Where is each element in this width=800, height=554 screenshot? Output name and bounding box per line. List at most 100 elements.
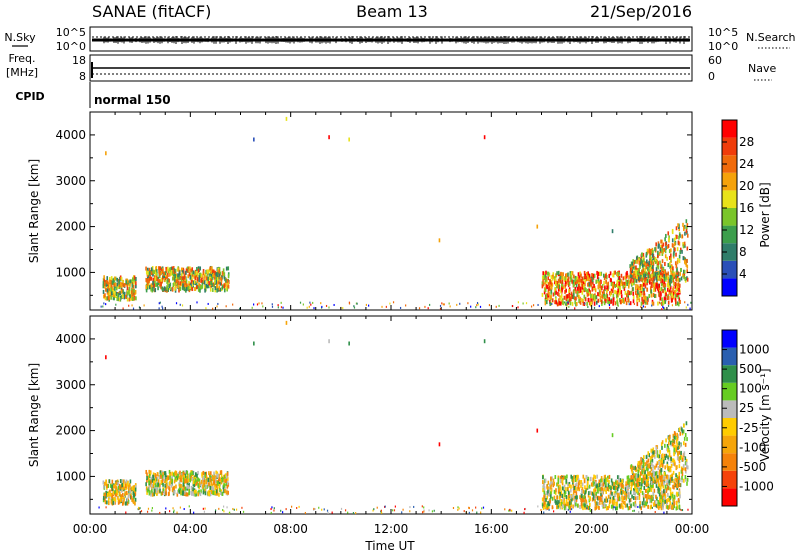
x-tick-label: 00:00 xyxy=(675,522,710,536)
scatter-cell xyxy=(159,472,162,477)
power-colorbar-tick: 4 xyxy=(739,267,747,281)
scatter-cell xyxy=(605,279,607,284)
scatter-cell xyxy=(587,288,589,293)
scatter-cell xyxy=(183,275,186,280)
scatter-cell xyxy=(642,268,645,273)
scatter-cell xyxy=(680,469,683,474)
scatter-cell xyxy=(636,479,638,484)
scatter-cell xyxy=(587,271,589,276)
scatter-cell xyxy=(564,475,567,480)
scatter-cell xyxy=(636,259,638,264)
scatter-cell xyxy=(648,274,651,279)
scatter-cell xyxy=(582,506,584,511)
scatter-cell xyxy=(161,305,163,308)
scatter-cell xyxy=(649,471,652,476)
scatter-cell xyxy=(217,267,219,272)
scatter-cell xyxy=(112,484,114,489)
scatter-cell xyxy=(176,511,178,514)
scatter-cell xyxy=(576,276,579,281)
scatter-cell xyxy=(680,450,682,455)
scatter-cell xyxy=(118,499,121,504)
scatter-cell xyxy=(682,429,685,434)
scatter-cell xyxy=(546,495,549,500)
scatter-cell xyxy=(686,437,688,442)
scatter-cell xyxy=(121,488,123,493)
scatter-cell xyxy=(162,477,165,482)
scatter-cell xyxy=(586,292,589,297)
scatter-cell xyxy=(120,494,123,499)
scatter-cell xyxy=(572,478,575,483)
scatter-cell xyxy=(594,506,596,511)
scatter-cell xyxy=(215,470,217,475)
scatter-cell xyxy=(633,278,636,283)
scatter-cell xyxy=(196,277,199,282)
scatter-cell xyxy=(186,470,189,475)
scatter-cell xyxy=(153,480,155,485)
scatter-cell xyxy=(207,284,210,289)
scatter-cell xyxy=(161,286,164,291)
power-colorbar-cell xyxy=(722,225,737,244)
scatter-cell xyxy=(646,261,649,266)
scatter-cell xyxy=(216,277,219,282)
scatter-cell xyxy=(550,494,552,499)
scatter-cell xyxy=(653,450,656,455)
velocity-colorbar-tick: -500 xyxy=(739,460,766,474)
scatter-cell xyxy=(203,478,205,483)
scatter-cell xyxy=(102,281,105,286)
scatter-cell xyxy=(561,276,563,281)
scatter-cell xyxy=(261,302,263,305)
scatter-cell xyxy=(223,275,226,280)
scatter-cell xyxy=(628,485,631,490)
scatter-cell xyxy=(659,459,661,464)
scatter-cell xyxy=(581,498,584,503)
scatter-cell xyxy=(650,504,653,509)
y-tick-label: 1000 xyxy=(55,265,86,279)
scatter-cell xyxy=(640,478,643,483)
scatter-cell xyxy=(681,429,684,434)
scatter-cell xyxy=(180,478,183,483)
scatter-cell xyxy=(567,283,570,288)
scatter-cell xyxy=(667,231,670,236)
scatter-cell xyxy=(564,504,566,509)
scatter-cell xyxy=(104,296,107,301)
scatter-cell xyxy=(647,471,649,476)
scatter-cell xyxy=(640,506,643,511)
scatter-cell xyxy=(612,273,615,278)
scatter-cell xyxy=(651,506,654,509)
scatter-cell xyxy=(610,490,612,495)
scatter-cell xyxy=(166,285,168,290)
scatter-cell xyxy=(664,290,667,295)
scatter-cell xyxy=(108,276,111,281)
scatter-cell xyxy=(139,507,141,510)
scatter-cell xyxy=(117,485,120,490)
scatter-cell xyxy=(643,492,645,497)
scatter-cell xyxy=(599,272,602,277)
scatter-cell xyxy=(649,464,652,469)
scatter-cell xyxy=(679,443,682,448)
scatter-cell xyxy=(670,463,673,468)
scatter-cell xyxy=(124,483,127,488)
scatter-cell xyxy=(210,490,213,495)
scatter-cell xyxy=(644,488,647,493)
scatter-cell xyxy=(573,283,575,288)
scatter-cell xyxy=(554,490,557,495)
scatter-cell xyxy=(569,301,572,306)
scatter-cell xyxy=(207,483,209,488)
scatter-cell xyxy=(632,278,634,283)
power-colorbar-cell xyxy=(722,278,737,296)
station-title: SANAE (fitACF) xyxy=(92,2,211,21)
scatter-cell xyxy=(524,507,527,510)
scatter-cell xyxy=(542,282,545,287)
scatter-cell xyxy=(190,490,192,495)
scatter-cell xyxy=(626,475,629,480)
power-colorbar-tick: 8 xyxy=(739,245,747,259)
scatter-cell xyxy=(574,502,576,507)
scatter-cell xyxy=(572,481,574,486)
scatter-cell xyxy=(575,502,577,507)
scatter-cell xyxy=(557,287,560,292)
scatter-cell xyxy=(223,510,225,513)
scatter-cell xyxy=(570,484,572,489)
scatter-cell xyxy=(661,248,663,253)
scatter-cell xyxy=(550,285,553,290)
